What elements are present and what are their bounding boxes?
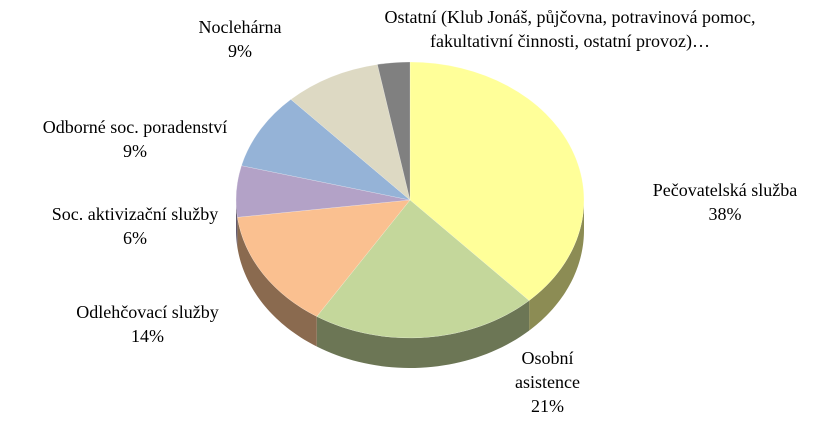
category-name: Odborné soc. poradenství: [42, 117, 228, 137]
value-label: 38%: [708, 204, 742, 224]
value-label: 14%: [131, 326, 164, 346]
category-name: Odlehčovací služby: [76, 302, 219, 322]
slice: [290, 64, 411, 201]
category-name: Soc. aktivizační služby: [51, 204, 219, 224]
category-name: Noclehárna: [198, 17, 282, 37]
category-name: Ostatní (Klub Jonáš, půjčovna, potravino…: [384, 7, 756, 51]
value-label: 21%: [531, 396, 564, 416]
category-name: Osobní asistence: [515, 348, 580, 392]
slice-label: Odlehčovací služby 14%: [40, 300, 255, 348]
slice-label: Osobní asistence 21%: [490, 346, 605, 418]
slice-side: [316, 300, 530, 368]
slice-label: Soc. aktivizační služby 6%: [20, 202, 250, 250]
slice-side: [237, 217, 317, 347]
slice: [235, 165, 411, 218]
category-name: Pečovatelská služba: [652, 180, 798, 200]
slice: [409, 61, 585, 301]
slice: [316, 199, 530, 339]
slice: [241, 99, 411, 201]
slice: [377, 61, 411, 201]
slice-label: Pečovatelská služba 38%: [625, 178, 823, 226]
value-label: 6%: [123, 228, 147, 248]
slice-side: [236, 200, 238, 248]
slice-label: Noclehárna 9%: [160, 15, 320, 63]
slice-label: Odborné soc. poradenství 9%: [0, 115, 270, 163]
slice-label: Ostatní (Klub Jonáš, půjčovna, potravino…: [380, 5, 760, 53]
slice: [237, 199, 411, 317]
slice-side: [529, 200, 584, 331]
value-label: 9%: [228, 41, 252, 61]
value-label: 9%: [123, 141, 147, 161]
